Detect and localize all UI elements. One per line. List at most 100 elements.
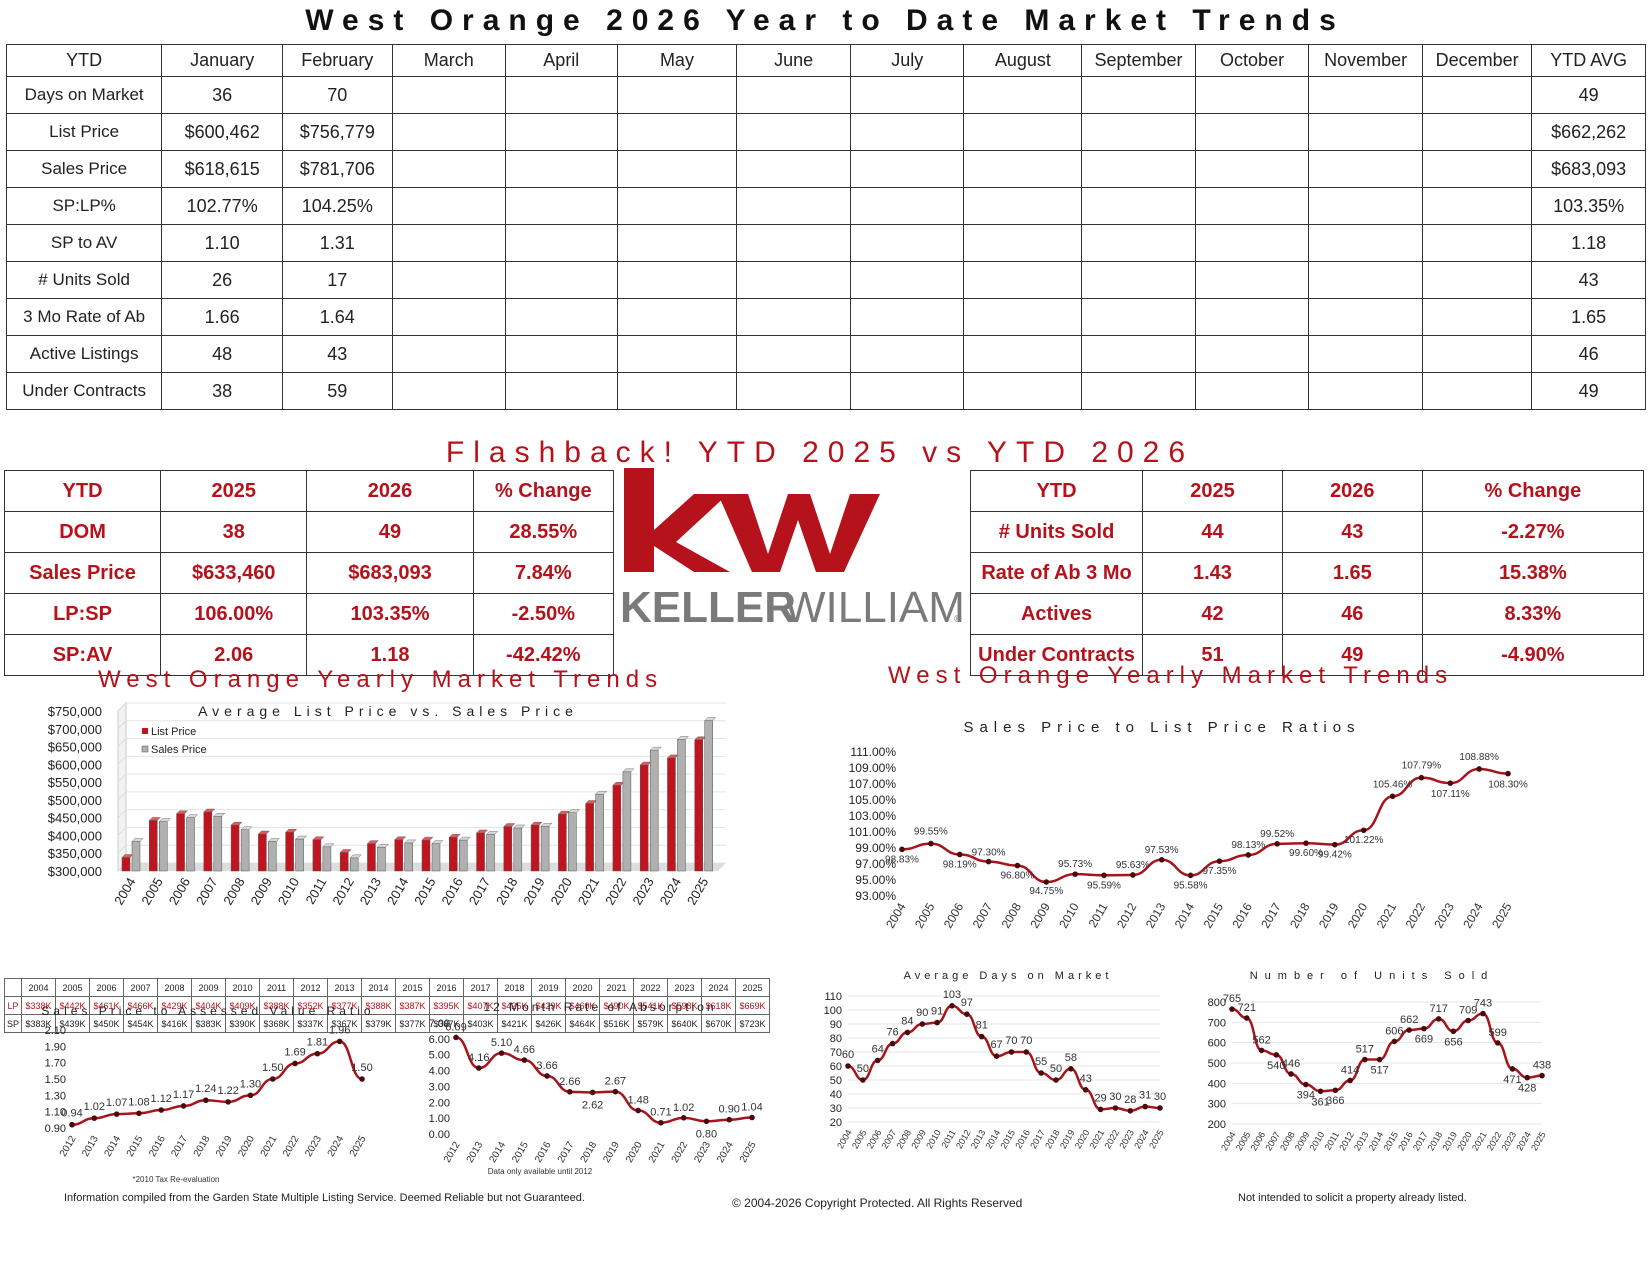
x-tick-label: 2015 [1201, 900, 1227, 930]
data-label: 6.09 [445, 1021, 466, 1033]
data-point [225, 1099, 231, 1105]
data-label: 30 [1154, 1091, 1166, 1103]
bar-list-price [121, 857, 131, 872]
bar-sales-price [377, 846, 386, 872]
data-point [359, 1076, 365, 1082]
ytd-header-cell: July [849, 44, 965, 77]
ytd-cell-empty [1081, 335, 1196, 373]
ytd-cell-empty [505, 335, 618, 373]
data-point [292, 1060, 298, 1067]
y-tick-label: 1.30 [45, 1090, 66, 1102]
compare-cell: -4.90% [1421, 634, 1645, 676]
data-label: 91 [931, 1006, 943, 1018]
ytd-header-cell: October [1194, 44, 1310, 77]
data-point [180, 1103, 187, 1109]
data-label: 50 [1050, 1063, 1062, 1075]
data-label: 28 [1124, 1094, 1136, 1106]
data-label: 743 [1474, 998, 1492, 1010]
x-tick-label: 2019 [520, 875, 547, 908]
x-tick-label: 2017 [556, 1140, 577, 1165]
data-label: 2.66 [559, 1076, 580, 1088]
x-tick-label: 2023 [303, 1134, 324, 1159]
bar-top [486, 831, 499, 835]
y-tick-label: 300 [1208, 1099, 1226, 1111]
lpsp-year: 2008 [157, 978, 193, 997]
x-tick-label: 2006 [166, 875, 193, 908]
bar-sales-price [159, 821, 168, 872]
chart-footnote: *2010 Tax Re-evaluation [132, 1175, 219, 1184]
ytd-cell-empty [849, 150, 965, 188]
x-tick-label: 2004 [883, 900, 909, 930]
footer-left: Information compiled from the Garden Sta… [64, 1192, 585, 1204]
ytd-cell-avg: 103.35% [1531, 187, 1646, 225]
bar-list-price [258, 833, 267, 872]
bar-top [476, 829, 489, 834]
data-label: 540 [1267, 1060, 1285, 1072]
ytd-cell-empty [1421, 150, 1533, 188]
x-tick-label: 2015 [411, 875, 438, 908]
ytd-cell-empty [736, 150, 851, 188]
compare-cell: 44 [1142, 511, 1283, 553]
sp-lp-ratio-chart: Sales Price to List Price Ratios 93.00% 95… [849, 719, 1528, 931]
data-label: 30 [1109, 1091, 1121, 1103]
data-point [964, 1011, 970, 1017]
x-tick-label: 2013 [1143, 900, 1169, 930]
data-label: 366 [1326, 1095, 1344, 1107]
bar-top [622, 768, 635, 773]
data-point [993, 1053, 1000, 1059]
compare-cell: -2.27% [1421, 511, 1645, 553]
data-point [1187, 872, 1194, 879]
bar-list-price [476, 832, 485, 872]
compare-cell: 28.55% [472, 511, 615, 553]
data-point [985, 858, 992, 865]
data-point [956, 851, 963, 858]
bar-list-price [149, 820, 158, 872]
data-point [1216, 858, 1223, 864]
x-tick-label: 2014 [487, 1140, 508, 1165]
data-label: 95.73% [1058, 859, 1092, 870]
bar-top [530, 821, 543, 826]
data-label: 96.80% [1000, 871, 1034, 882]
bar-top [312, 836, 325, 840]
ytd-cell-empty [505, 187, 618, 225]
x-tick-label: 2008 [220, 875, 247, 908]
x-tick-label: 2013 [80, 1134, 101, 1159]
x-tick-label: 2025 [684, 875, 711, 908]
data-point [1014, 862, 1021, 869]
y-tick-label: 5.00 [429, 1050, 450, 1062]
y-tick-label: 97.00% [855, 857, 896, 871]
y-tick-label: $300,000 [48, 864, 102, 879]
y-tick-label: 50 [830, 1075, 842, 1087]
compare-cell: 1.43 [1142, 552, 1283, 594]
ytd-cell-january: 48 [161, 335, 284, 373]
data-label: 0.90 [719, 1104, 740, 1116]
ytd-cell-empty [736, 187, 851, 225]
data-label: 1.07 [106, 1097, 127, 1109]
data-label: 64 [872, 1043, 884, 1055]
x-tick-label: 2010 [1056, 900, 1082, 930]
x-tick-label: 2007 [970, 900, 996, 930]
y-tick-label: 4.00 [429, 1066, 450, 1078]
data-point [113, 1111, 120, 1117]
y-tick-label: $650,000 [48, 740, 102, 755]
data-label: 446 [1282, 1058, 1300, 1070]
lpsp-year: 2021 [599, 978, 635, 997]
data-point [1273, 1052, 1280, 1058]
ytd-cell-empty [1308, 372, 1423, 410]
ytd-cell-empty [1081, 76, 1196, 114]
data-label: 76 [886, 1027, 898, 1039]
bar-top [649, 746, 662, 751]
bar-sales-price [704, 720, 713, 872]
bar-list-price [285, 831, 294, 872]
ytd-row-label: List Price [5, 113, 163, 151]
legend-list-price: List Price [151, 726, 196, 738]
compare-cell: 49 [1281, 634, 1423, 676]
ytd-cell-empty [1421, 76, 1533, 114]
x-tick-label: 2018 [493, 875, 520, 908]
bar-top [431, 840, 444, 844]
bar-sales-price [131, 841, 141, 872]
ytd-cell-empty [505, 372, 618, 410]
lpsp-year: 2005 [55, 978, 91, 997]
compare-row-label: Under Contracts [969, 634, 1144, 676]
ytd-cell-empty [849, 298, 965, 336]
